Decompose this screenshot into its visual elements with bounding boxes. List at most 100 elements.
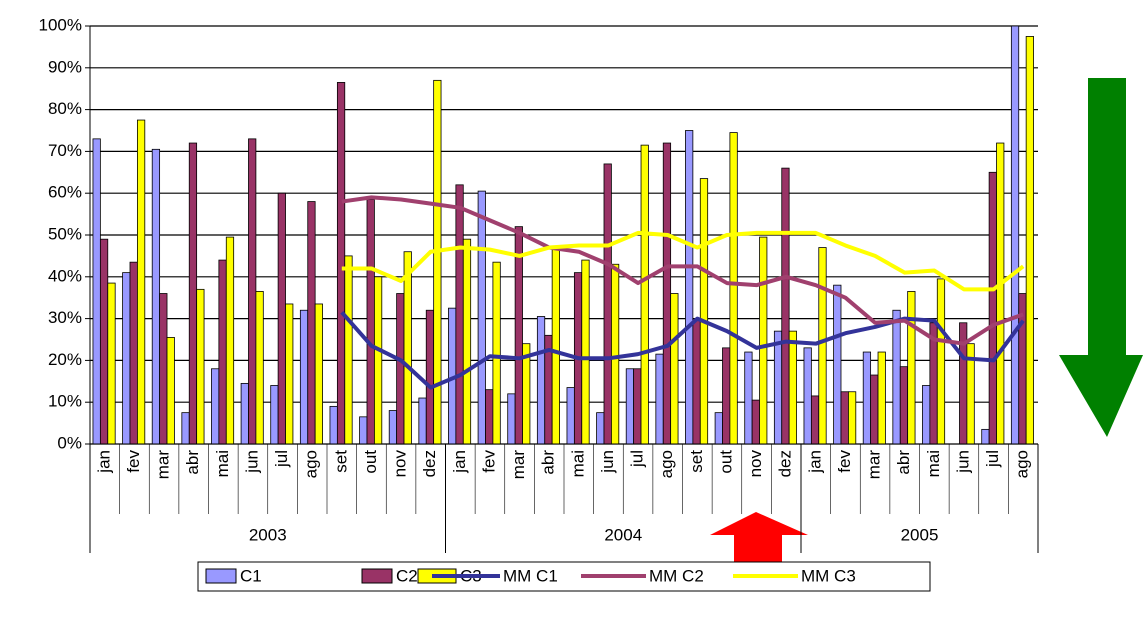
bar: [670, 293, 679, 445]
y-tick-label: 80%: [48, 99, 82, 118]
bar: [151, 148, 161, 445]
bar: [388, 410, 398, 445]
bar: [462, 238, 472, 445]
bar: [433, 79, 442, 445]
bar: [225, 236, 235, 445]
x-tick-label: dez: [420, 450, 439, 477]
bar: [729, 132, 738, 445]
up-arrow: [710, 512, 808, 563]
y-tick-label: 0%: [57, 433, 82, 452]
bar: [936, 278, 946, 445]
bar: [640, 144, 649, 445]
down-arrow: [1059, 78, 1143, 437]
bar: [477, 190, 486, 445]
bar: [373, 276, 383, 445]
bar: [981, 428, 990, 445]
y-tick-label: 30%: [48, 308, 82, 327]
x-tick-label: jun: [598, 450, 617, 474]
bar: [603, 163, 612, 445]
bar: [336, 82, 346, 445]
bar: [810, 395, 820, 445]
bar: [248, 138, 257, 445]
bar: [99, 238, 109, 445]
x-tick-label: nov: [746, 450, 765, 478]
bar: [396, 293, 405, 445]
bar: [899, 366, 909, 445]
bar: [240, 382, 249, 445]
bar: [759, 236, 768, 445]
bar: [788, 330, 797, 445]
y-tick-label: 40%: [48, 266, 82, 285]
bar: [633, 368, 642, 445]
legend-swatch: [205, 568, 237, 584]
bar: [922, 385, 931, 445]
bar: [551, 247, 560, 445]
legend-box: [197, 561, 931, 592]
bar: [692, 318, 701, 445]
x-tick-label: jul: [628, 450, 647, 468]
x-tick-label: mai: [924, 450, 943, 477]
bar: [270, 385, 279, 445]
bar: [514, 226, 523, 445]
legend-label: MM C3: [801, 566, 856, 585]
bar: [299, 309, 309, 445]
y-tick-label: 90%: [48, 57, 82, 76]
bar: [685, 130, 694, 445]
bar: [218, 259, 227, 445]
bar: [833, 284, 842, 445]
bar: [611, 263, 620, 445]
bar: [536, 316, 546, 445]
x-tick-label: ago: [302, 450, 321, 478]
x-tick-label: jun: [242, 450, 261, 474]
x-tick-label: jan: [94, 450, 113, 474]
bar: [403, 251, 412, 445]
bar: [699, 178, 709, 445]
x-tick-label: abr: [894, 450, 913, 475]
bar: [722, 347, 731, 445]
bar: [751, 399, 760, 445]
group-label: 2003: [249, 525, 287, 544]
x-tick-label: jul: [272, 450, 291, 468]
bar: [314, 303, 323, 445]
bar: [625, 368, 635, 445]
x-tick-label: mar: [509, 450, 528, 480]
x-tick-label: mai: [213, 450, 232, 477]
y-tick-label: 10%: [48, 392, 82, 411]
x-tick-label: abr: [183, 450, 202, 475]
x-tick-label: abr: [539, 450, 558, 475]
x-tick-label: set: [331, 450, 350, 473]
bar: [988, 171, 997, 445]
bar: [136, 119, 146, 445]
legend-label: MM C2: [649, 566, 704, 585]
bar: [803, 347, 812, 445]
line: [340, 311, 1025, 390]
bar: [181, 412, 190, 445]
y-tick-label: 100%: [39, 15, 82, 34]
x-tick-label: fev: [124, 450, 143, 473]
group-label: 2005: [901, 525, 939, 544]
y-tick-label: 60%: [48, 183, 82, 202]
bar: [581, 259, 590, 445]
x-tick-label: jan: [450, 450, 469, 474]
bar: [277, 192, 286, 445]
bar: [492, 261, 501, 445]
bar: [366, 199, 375, 445]
bar: [1025, 36, 1034, 445]
bar: [840, 391, 849, 445]
x-tick-label: ago: [1013, 450, 1032, 478]
bar: [714, 412, 723, 445]
bar: [455, 184, 464, 445]
bar: [662, 142, 672, 445]
bar: [1010, 25, 1020, 445]
legend-label: MM C1: [503, 566, 558, 585]
x-tick-label: out: [361, 450, 380, 474]
x-tick-label: mar: [865, 450, 884, 480]
x-tick-label: jun: [953, 450, 972, 474]
bar: [166, 337, 175, 445]
line: [341, 195, 1024, 346]
bar: [122, 272, 131, 445]
bar: [848, 391, 857, 445]
x-tick-label: mar: [154, 450, 173, 480]
